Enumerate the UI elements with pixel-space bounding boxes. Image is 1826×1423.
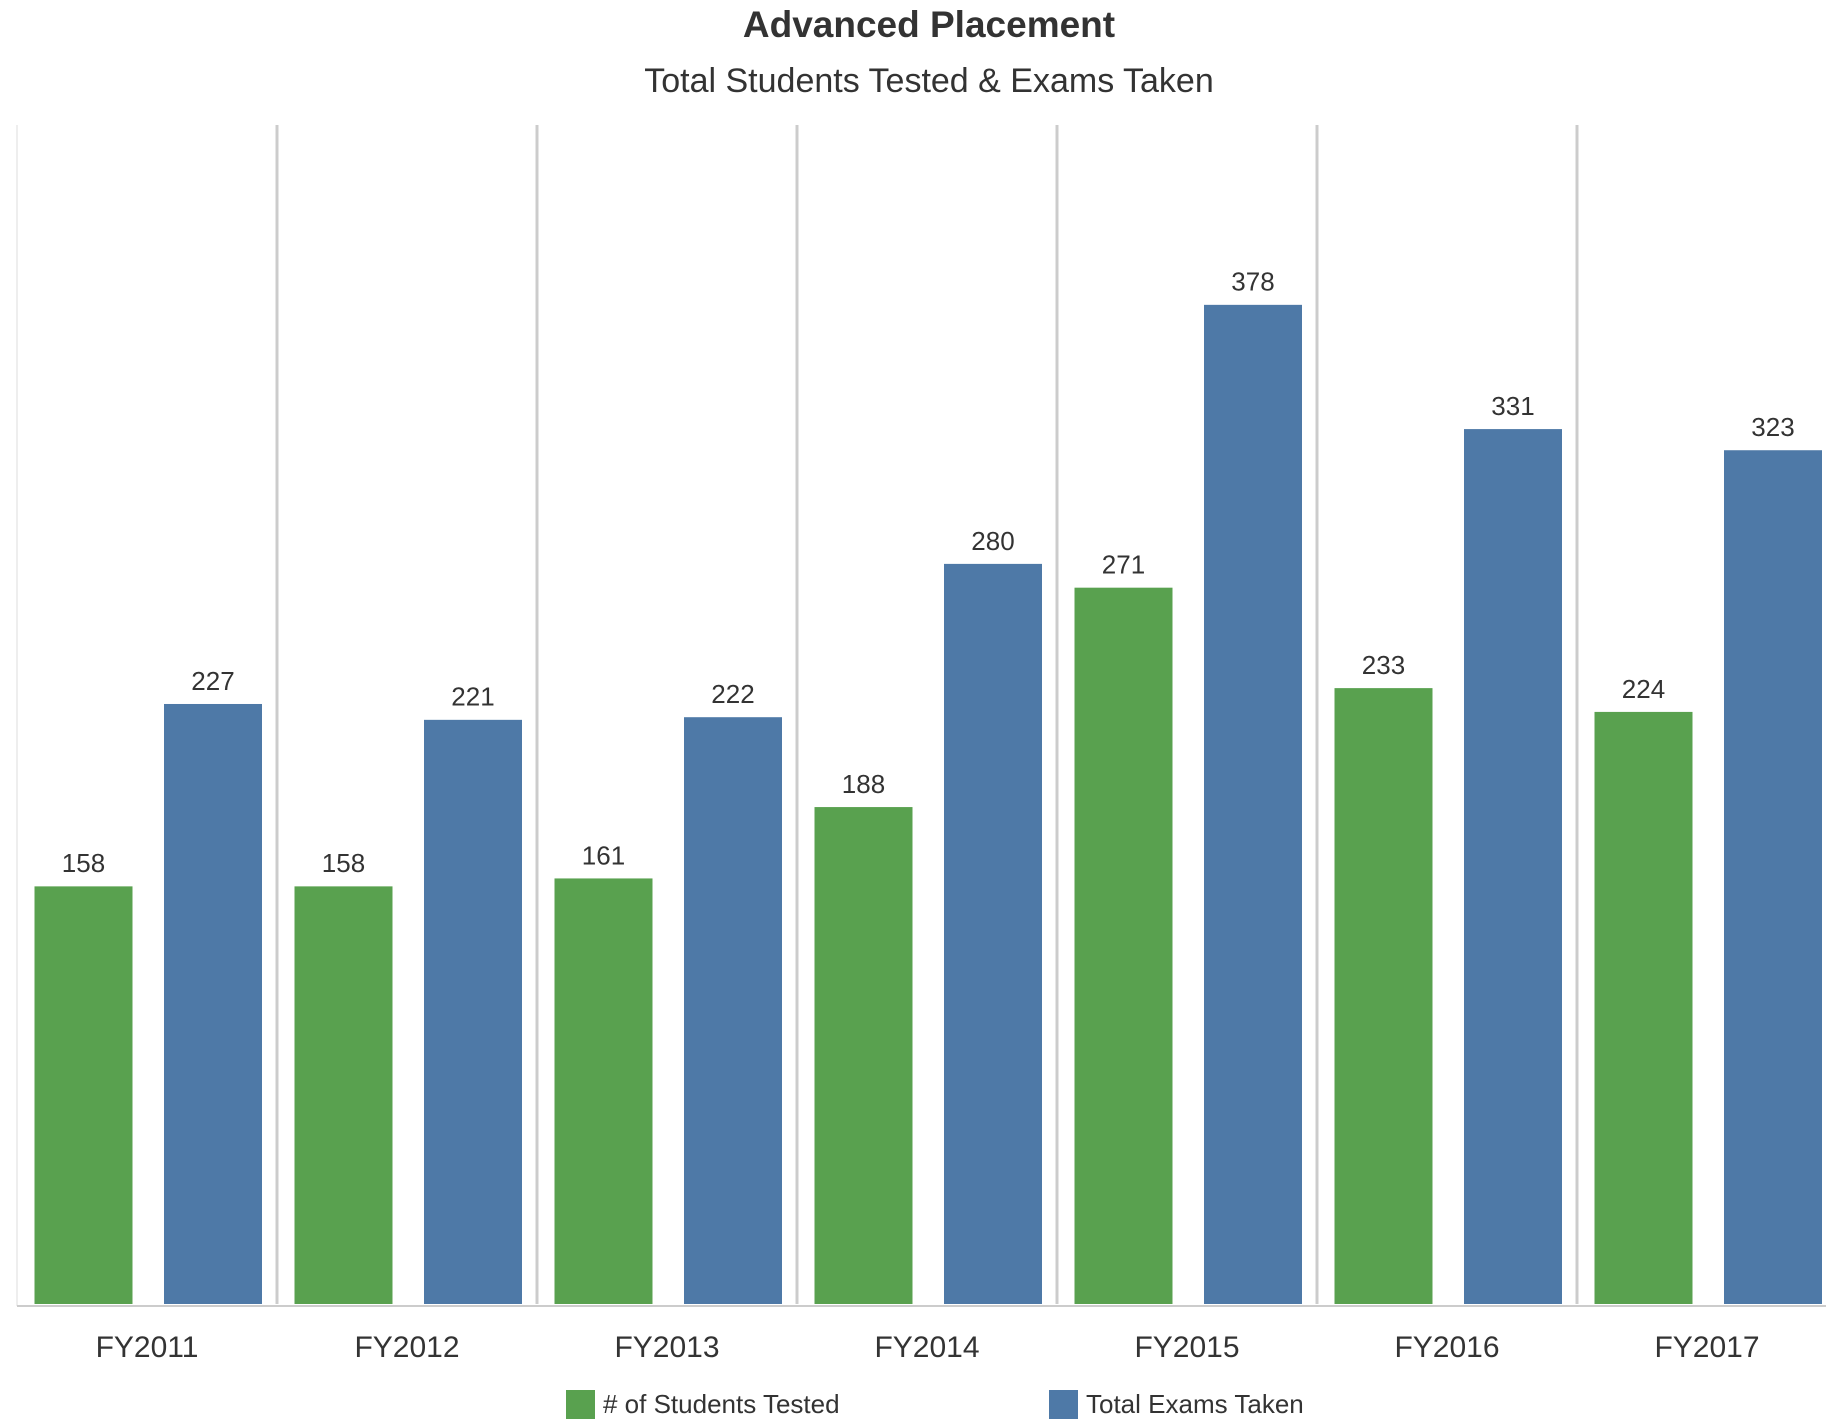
- data-label: 224: [1622, 674, 1665, 704]
- data-label: 188: [842, 769, 885, 799]
- x-tick-label: FY2012: [354, 1331, 459, 1364]
- x-tick-label: FY2016: [1394, 1331, 1499, 1364]
- data-label: 222: [711, 679, 754, 709]
- bar: [164, 703, 262, 1304]
- data-label: 221: [451, 682, 494, 712]
- bar: [814, 807, 913, 1304]
- x-tick-label: FY2011: [96, 1331, 199, 1364]
- x-tick-label: FY2015: [1134, 1331, 1239, 1364]
- bar: [1464, 429, 1562, 1305]
- x-tick-label: FY2017: [1654, 1331, 1759, 1364]
- bar: [554, 878, 653, 1304]
- bar: [1204, 304, 1302, 1305]
- chart-title: Advanced Placement: [743, 4, 1115, 45]
- data-label: 271: [1102, 550, 1145, 580]
- data-label: 161: [582, 840, 625, 870]
- bar: [424, 719, 522, 1304]
- data-label: 378: [1231, 267, 1274, 297]
- chart-subtitle: Total Students Tested & Exams Taken: [644, 62, 1214, 100]
- data-label: 323: [1751, 412, 1794, 442]
- bar: [294, 886, 393, 1304]
- bar: [34, 886, 133, 1304]
- x-tick-label: FY2013: [614, 1331, 719, 1364]
- bar: [1594, 711, 1693, 1304]
- legend-swatch: [566, 1390, 595, 1419]
- data-label: 280: [971, 526, 1014, 556]
- data-label: 227: [191, 666, 234, 696]
- bar: [1724, 450, 1822, 1304]
- bar: [684, 717, 782, 1304]
- legend-label: Total Exams Taken: [1086, 1389, 1304, 1419]
- x-tick-label: FY2014: [874, 1331, 979, 1364]
- legend-swatch: [1049, 1390, 1078, 1419]
- data-label: 233: [1362, 650, 1405, 680]
- bar: [944, 563, 1042, 1304]
- data-label: 158: [62, 848, 105, 878]
- bar: [1334, 688, 1433, 1304]
- legend-label: # of Students Tested: [603, 1389, 840, 1419]
- bar: [1074, 587, 1173, 1304]
- data-label: 158: [322, 848, 365, 878]
- data-label: 331: [1491, 391, 1534, 421]
